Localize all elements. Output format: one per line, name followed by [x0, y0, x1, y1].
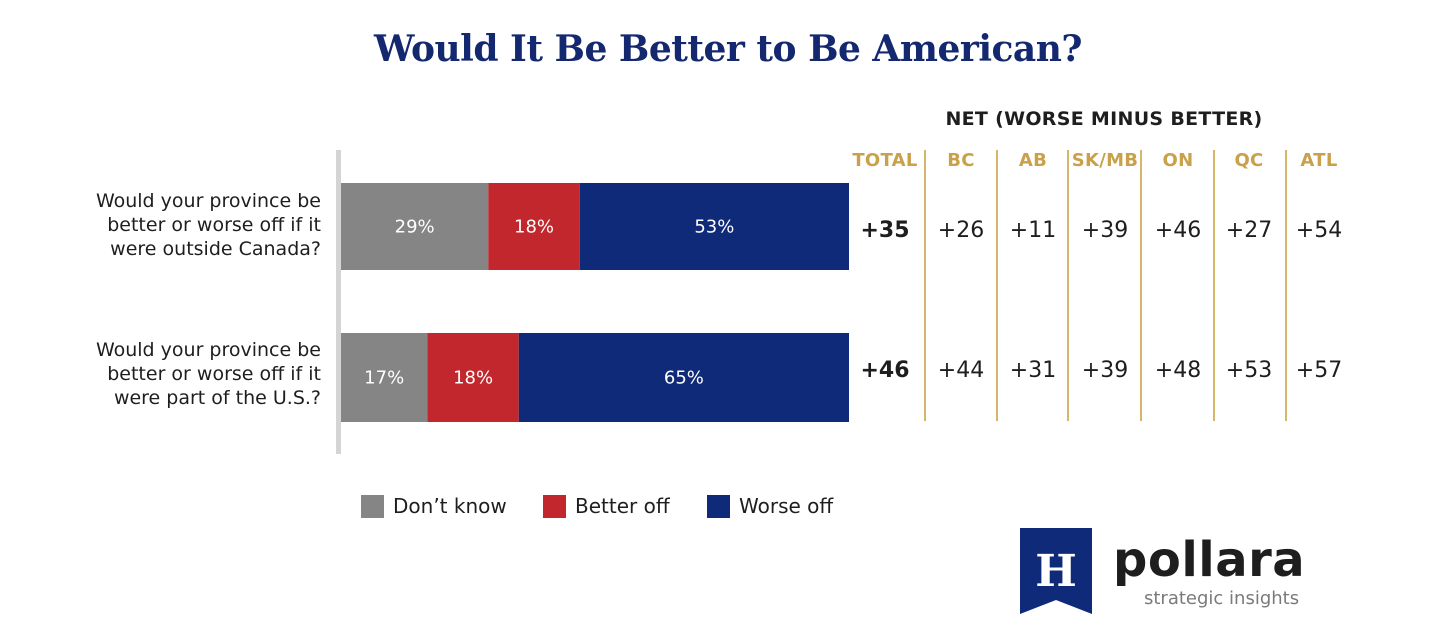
data-label-better-off-row-2: 18%: [453, 368, 493, 389]
question-label-2: Would your province be better or worse o…: [95, 339, 321, 409]
net-value-total-row-2: +46: [860, 358, 910, 383]
net-column-separator: [996, 150, 998, 421]
net-column-header-bc: BC: [947, 150, 975, 171]
data-label-better-off-row-1: 18%: [514, 217, 554, 238]
net-column-header-qc: QC: [1234, 150, 1264, 171]
net-value-on-row-2: +48: [1154, 358, 1202, 383]
net-value-qc-row-2: +53: [1225, 358, 1273, 383]
net-value-ab-row-2: +31: [1009, 358, 1057, 383]
bar-segment-better-off-row-1: [488, 183, 580, 270]
net-value-qc-row-1: +27: [1225, 218, 1273, 243]
legend-label: Don’t know: [393, 494, 507, 518]
net-column-separator: [1213, 150, 1215, 421]
legend-swatch: [707, 494, 730, 518]
net-column-header-atl: ATL: [1300, 150, 1338, 171]
legend-item-don-t-know: Don’t know: [361, 493, 507, 519]
bar-segment-better-off-row-2: [427, 333, 519, 422]
logo-letter: H: [1035, 546, 1077, 597]
legend-label: Worse off: [739, 494, 834, 518]
net-column-separator: [1067, 150, 1069, 421]
net-value-sk-mb-row-1: +39: [1081, 218, 1129, 243]
net-column-header-ab: AB: [1018, 150, 1048, 171]
data-label-don-t-know-row-2: 17%: [364, 368, 404, 389]
legend-item-worse-off: Worse off: [707, 493, 833, 519]
net-column-header-on: ON: [1162, 150, 1194, 171]
data-label-don-t-know-row-1: 29%: [395, 217, 435, 238]
net-value-on-row-1: +46: [1154, 218, 1202, 243]
net-value-sk-mb-row-2: +39: [1081, 358, 1129, 383]
net-table-header: NET (WORSE MINUS BETTER): [945, 108, 1263, 130]
bar-segment-don-t-know-row-1: [341, 183, 489, 270]
data-label-worse-off-row-1: 53%: [694, 217, 734, 238]
net-value-ab-row-1: +11: [1009, 218, 1057, 243]
net-column-separator: [924, 150, 926, 421]
legend-item-better-off: Better off: [543, 493, 670, 519]
net-column-separator: [1285, 150, 1287, 421]
category-axis-line: [336, 150, 341, 454]
bar-segment-don-t-know-row-2: [341, 333, 428, 422]
legend-label: Better off: [575, 494, 670, 518]
legend-swatch: [361, 494, 384, 518]
net-value-bc-row-1: +26: [937, 218, 985, 243]
net-column-header-total: TOTAL: [852, 150, 918, 171]
net-column-header-sk-mb: SK/MB: [1071, 150, 1139, 171]
pollara-shield-logo-icon: H: [1020, 528, 1092, 614]
net-column-separator: [1140, 150, 1142, 421]
chart-title: Would It Be Better to Be American?: [373, 28, 1083, 70]
bar-segment-worse-off-row-1: [579, 183, 849, 270]
net-value-total-row-1: +35: [860, 218, 910, 243]
brand-tagline: strategic insights: [1144, 588, 1300, 609]
question-label-1: Would your province be better or worse o…: [95, 190, 321, 260]
brand-name: pollara: [1113, 532, 1306, 588]
net-value-atl-row-2: +57: [1295, 358, 1343, 383]
net-value-bc-row-2: +44: [937, 358, 985, 383]
data-label-worse-off-row-2: 65%: [664, 368, 704, 389]
bar-segment-worse-off-row-2: [518, 333, 849, 422]
net-value-atl-row-1: +54: [1295, 218, 1343, 243]
legend-swatch: [543, 494, 566, 518]
